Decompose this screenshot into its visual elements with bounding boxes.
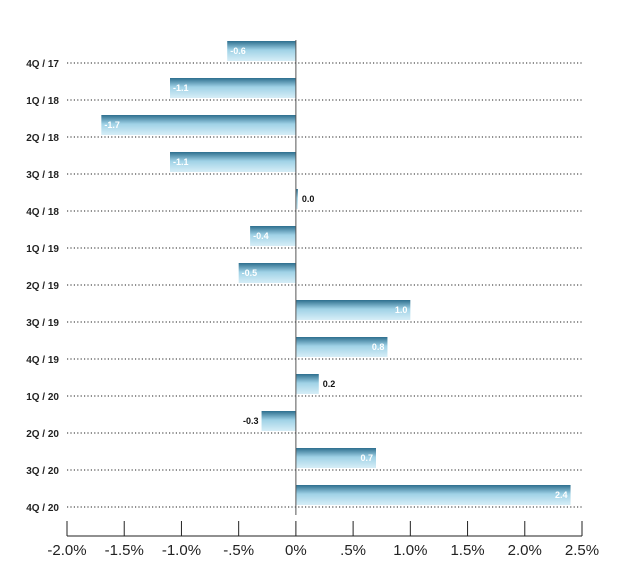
x-tick-label: -1.0% bbox=[162, 542, 201, 559]
x-tick-label: 1.5% bbox=[450, 542, 484, 559]
value-label: 2.4 bbox=[555, 490, 568, 500]
bar bbox=[295, 374, 319, 394]
bar bbox=[261, 411, 296, 431]
bars bbox=[101, 41, 571, 505]
x-tick-label: 0% bbox=[285, 542, 307, 559]
value-label: -0.6 bbox=[230, 46, 246, 56]
value-label: -0.5 bbox=[242, 268, 258, 278]
x-tick-label: 1.0% bbox=[393, 542, 427, 559]
bar bbox=[227, 41, 296, 61]
value-label: -0.3 bbox=[243, 416, 259, 426]
category-label: 2Q / 18 bbox=[26, 133, 59, 144]
bar bbox=[101, 115, 296, 135]
category-labels: 4Q / 17 1Q / 18 2Q / 18 3Q / 18 4Q / 18 1Q / … bbox=[26, 59, 59, 514]
category-label: 1Q / 20 bbox=[26, 392, 59, 403]
value-label: 0.0 bbox=[302, 194, 315, 204]
category-label: 3Q / 18 bbox=[26, 170, 59, 181]
x-axis: -2.0% -1.5% -1.0% -.5% 0% .5% 1.0% 1.5% 2.0% 2.5% bbox=[47, 521, 599, 559]
bar bbox=[238, 263, 296, 283]
category-label: 4Q / 18 bbox=[26, 207, 59, 218]
bar bbox=[295, 189, 298, 209]
bar bbox=[295, 337, 388, 357]
category-label: 4Q / 17 bbox=[26, 59, 59, 70]
x-tick-label: -2.0% bbox=[47, 542, 86, 559]
value-label: -1.7 bbox=[104, 120, 120, 130]
bar bbox=[170, 152, 296, 172]
category-label: 2Q / 20 bbox=[26, 429, 59, 440]
value-label: -1.1 bbox=[173, 157, 189, 167]
category-label: 2Q / 19 bbox=[26, 281, 59, 292]
bar bbox=[295, 300, 411, 320]
x-tick-label: -1.5% bbox=[105, 542, 144, 559]
value-label: -0.4 bbox=[253, 231, 269, 241]
value-label: 0.8 bbox=[372, 342, 385, 352]
x-tick-label: -.5% bbox=[223, 542, 254, 559]
bar bbox=[170, 78, 296, 98]
bar bbox=[295, 448, 376, 468]
x-tick-label: .5% bbox=[340, 542, 366, 559]
category-label: 4Q / 20 bbox=[26, 503, 59, 514]
value-label: 0.7 bbox=[360, 453, 373, 463]
bar bbox=[250, 226, 296, 246]
value-label: 1.0 bbox=[395, 305, 408, 315]
category-label: 4Q / 19 bbox=[26, 355, 59, 366]
category-label: 1Q / 18 bbox=[26, 96, 59, 107]
x-tick-label: 2.5% bbox=[565, 542, 599, 559]
bar bbox=[295, 485, 571, 505]
value-labels: -0.6 -1.1 -1.7 -1.1 0.0 -0.4 -0.5 1.0 0.8 0.2 -0.3… bbox=[104, 46, 567, 500]
row-guides bbox=[67, 62, 582, 508]
x-tick-label: 2.0% bbox=[508, 542, 542, 559]
value-label: 0.2 bbox=[323, 379, 336, 389]
value-label: -1.1 bbox=[173, 83, 189, 93]
category-label: 3Q / 20 bbox=[26, 466, 59, 477]
category-label: 1Q / 19 bbox=[26, 244, 59, 255]
category-label: 3Q / 19 bbox=[26, 318, 59, 329]
